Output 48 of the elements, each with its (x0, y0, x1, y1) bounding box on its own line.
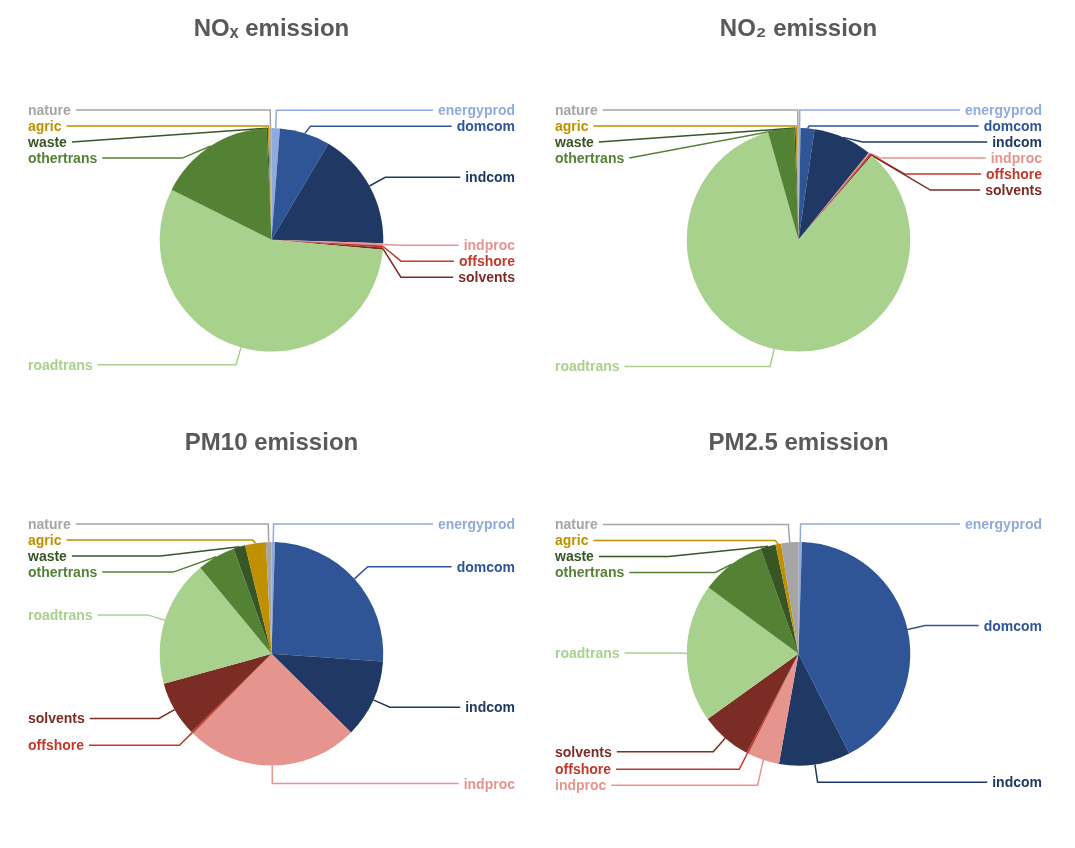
slice-label: domcom (456, 558, 515, 575)
slice-label: offshore (555, 761, 612, 778)
slice-label: indproc (555, 777, 607, 794)
slice-label: solvents (555, 743, 613, 760)
slice-label: indcom (465, 169, 515, 186)
slice-label: energyprod (964, 516, 1042, 533)
slice-label: agric (28, 532, 62, 549)
slice-label: solvents (28, 710, 86, 727)
slice-label: indcom (992, 774, 1042, 791)
slice-label: waste (554, 548, 595, 565)
slice-label: offshore (986, 166, 1043, 183)
slice-label: othertrans (555, 564, 625, 581)
slice-label: indproc (463, 237, 516, 254)
slice-label: indproc (463, 775, 516, 792)
slice-label: nature (555, 516, 598, 533)
slice-label: roadtrans (555, 358, 620, 375)
slice-label: domcom (983, 118, 1042, 135)
slice-label: waste (27, 548, 68, 565)
chart-title: PM2.5 emission (708, 427, 889, 455)
slice-label: offshore (459, 253, 516, 270)
slice-label: indcom (992, 134, 1042, 151)
slice-label: indproc (990, 150, 1043, 167)
slice-label: othertrans (28, 150, 98, 167)
slice-label: agric (28, 118, 62, 135)
slice-label: agric (555, 532, 589, 549)
slice-label: energyprod (437, 102, 515, 119)
slice-label: roadtrans (28, 356, 93, 373)
slice-label: waste (27, 134, 68, 151)
slice-label: roadtrans (28, 606, 93, 623)
slice-label: indcom (465, 699, 515, 716)
slice-label: domcom (983, 617, 1042, 634)
slice-label: domcom (456, 118, 515, 135)
slice-label: waste (554, 134, 595, 151)
slice-label: othertrans (555, 150, 625, 167)
slice-label: solvents (985, 182, 1043, 199)
slice-label: energyprod (437, 516, 515, 533)
chart-title: PM10 emission (184, 427, 359, 455)
slice-label: offshore (28, 737, 85, 754)
slice-label: energyprod (964, 102, 1042, 119)
slice-label: nature (28, 516, 71, 533)
slice-label: solvents (458, 269, 516, 286)
slice-label: agric (555, 118, 589, 135)
slice-label: nature (28, 102, 71, 119)
chart-title: NO₂ emission (719, 13, 878, 41)
slice-label: othertrans (28, 564, 98, 581)
chart-title: NOₓ emission (193, 13, 350, 41)
slice-label: nature (555, 102, 598, 119)
slice-label: roadtrans (555, 645, 620, 662)
